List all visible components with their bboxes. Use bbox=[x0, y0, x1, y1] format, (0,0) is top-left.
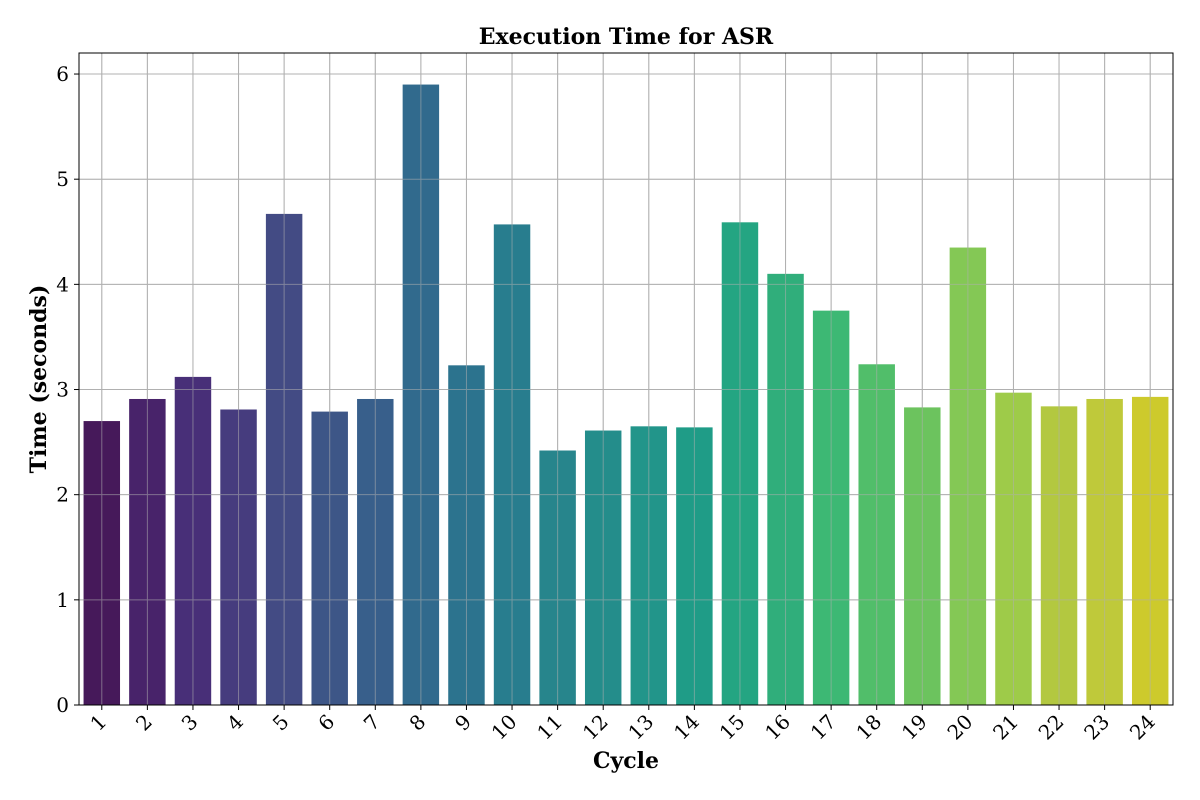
y-tick-label: 3 bbox=[56, 378, 69, 402]
y-tick-label: 4 bbox=[56, 272, 69, 296]
x-tick-label: 6 bbox=[313, 710, 339, 736]
x-tick-label: 13 bbox=[623, 710, 658, 745]
x-tick-label: 7 bbox=[359, 710, 385, 736]
x-tick-label: 5 bbox=[268, 710, 294, 736]
x-tick-label: 3 bbox=[177, 710, 203, 736]
plot-frame bbox=[78, 52, 1174, 706]
y-axis-ticks: 0 1 2 3 4 5 6 bbox=[56, 62, 79, 717]
x-tick-label: 8 bbox=[404, 710, 430, 736]
x-tick-label: 2 bbox=[131, 710, 157, 736]
x-tick-label: 15 bbox=[715, 710, 750, 745]
y-tick-label: 5 bbox=[56, 167, 69, 191]
x-axis-ticks: 1 2 3 4 5 6 7 8 9 10 11 12 13 14 15 16 17 18 19 20 21 22 23 24 bbox=[85, 705, 1160, 745]
x-tick-label: 12 bbox=[578, 710, 613, 745]
x-tick-label: 21 bbox=[988, 710, 1023, 745]
x-tick-label: 1 bbox=[85, 710, 111, 736]
x-tick-label: 18 bbox=[851, 710, 886, 745]
y-tick-label: 0 bbox=[56, 693, 69, 717]
x-tick-label: 22 bbox=[1034, 710, 1069, 745]
x-tick-label: 11 bbox=[532, 710, 567, 745]
x-tick-label: 4 bbox=[222, 710, 248, 736]
y-tick-label: 6 bbox=[56, 62, 69, 86]
y-tick-label: 2 bbox=[56, 483, 69, 507]
x-tick-label: 24 bbox=[1125, 710, 1160, 745]
y-axis-label: Time (seconds) bbox=[26, 285, 52, 474]
x-tick-label: 20 bbox=[942, 710, 977, 745]
x-tick-label: 19 bbox=[897, 710, 932, 745]
bars-layer bbox=[83, 84, 1169, 705]
x-tick-label: 9 bbox=[450, 710, 476, 736]
x-tick-label: 16 bbox=[760, 710, 795, 745]
x-tick-label: 10 bbox=[487, 710, 522, 745]
y-tick-label: 1 bbox=[56, 588, 69, 612]
chart-title: Execution Time for ASR bbox=[479, 24, 774, 50]
x-tick-label: 17 bbox=[806, 710, 841, 745]
x-axis-label: Cycle bbox=[593, 748, 659, 774]
x-tick-label: 23 bbox=[1079, 710, 1114, 745]
x-tick-label: 14 bbox=[669, 710, 704, 745]
